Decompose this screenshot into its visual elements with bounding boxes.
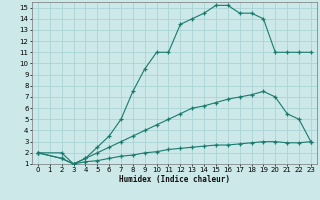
X-axis label: Humidex (Indice chaleur): Humidex (Indice chaleur)	[119, 175, 230, 184]
